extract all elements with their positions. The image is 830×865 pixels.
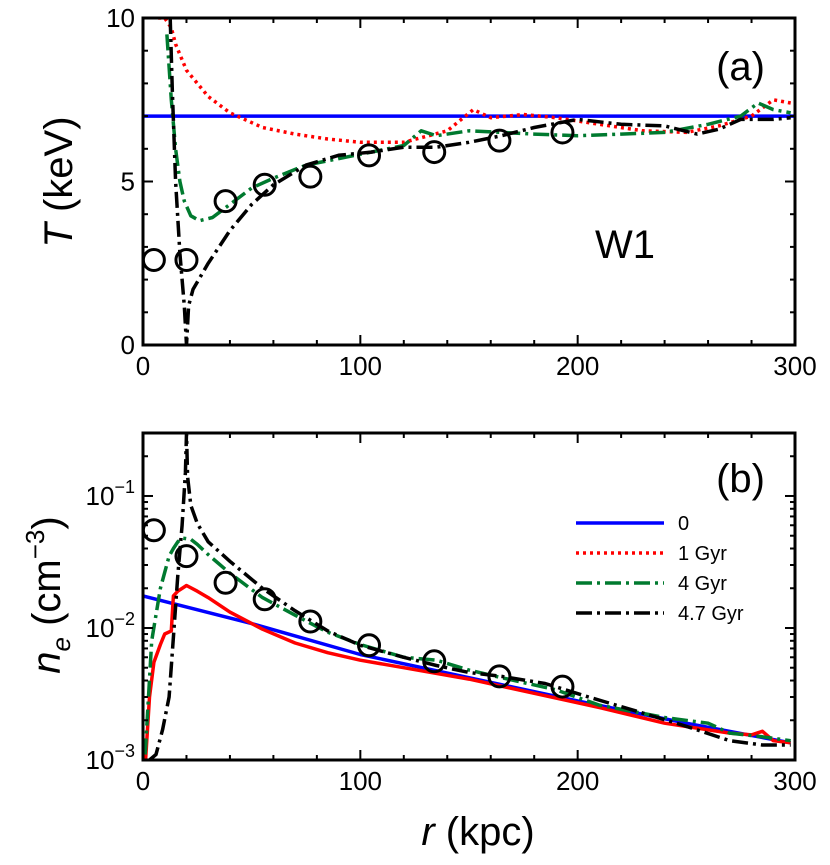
panel-a-ylabel-rest: (keV) [37,116,81,223]
panel-a-xtick-label: 200 [556,351,599,381]
panel-b-marker [357,633,382,658]
panel-a-frame [141,16,797,347]
panel-a-ytick-label: 5 [121,167,135,197]
panel-b-xlabel-symbol: r [421,810,436,854]
panel-a-marker [487,128,512,153]
panel-a-label: (a) [716,45,765,89]
panel-b-ylabel-close: ) [25,516,69,529]
panel-b-ylabel-n: n [25,651,69,673]
panel-a-marker [357,143,382,168]
panel-b-series-group [143,433,792,760]
panel-b-marker [298,609,323,634]
panel-b-xlabel-rest: (kpc) [435,810,535,854]
panel-b-xtick-label: 0 [136,766,150,796]
panel-a-marker [213,189,238,214]
panel-b-marker [550,674,575,699]
panel-a-ylabel-symbol: T [37,221,81,248]
legend-label-1: 1 Gyr [678,543,727,565]
panel-a-ytick-label: 0 [121,330,135,360]
panel-b-marker [252,587,277,612]
panel-a-ticks: 0 100 200 300 0 5 10 [106,3,817,381]
panel-b-label: (b) [716,457,765,501]
panel-b-marker [213,570,238,595]
panel-b-series-1 [143,583,791,760]
panel-b-xtick-label: 200 [556,766,599,796]
panel-b-ylabel-unit: (cm [25,559,69,637]
panel-b-ylabel-sup: −3 [20,530,50,560]
panel-a-marker [550,120,575,145]
panel-a-series-2 [165,34,792,223]
panel-b-marker [174,544,199,569]
panel-b-density: 0 100 200 300 10−3 10−2 10−1 (b) 0 1 Gyr 4 Gyr 4.… [20,431,817,854]
panel-b-series-3 [148,433,791,760]
panel-a-series-1 [158,18,792,145]
panel-b-series-2 [143,536,791,755]
panel-a-ytick-label: 10 [106,3,135,33]
legend-label-3: 4.7 Gyr [678,603,744,625]
panel-b-marker [422,649,447,674]
panel-b-legend: 0 1 Gyr 4 Gyr 4.7 Gyr [576,513,744,625]
panel-b-xtick-label: 300 [773,766,816,796]
panel-a-ylabel: T (keV) [37,116,81,247]
panel-a-marker [174,247,199,272]
panel-b-ytick-label: 10−2 [86,609,135,643]
panel-a-marker [143,247,166,272]
panel-a-marker [422,140,447,165]
panel-b-xtick-label: 100 [339,766,382,796]
panel-b-ytick-label: 10−1 [86,477,135,511]
panel-b-ylabel: ne (cm−3) [20,516,76,673]
panel-b-marker [143,518,166,543]
panel-b-ytick-label: 10−3 [86,741,135,775]
panel-a-annotation: W1 [595,223,655,267]
legend-label-0: 0 [678,513,689,535]
panel-a-marker [252,172,277,197]
panel-a-marker [298,164,323,189]
panel-b-xlabel: r (kpc) [421,810,534,854]
panel-b-marker [487,664,512,689]
panel-b-ylabel-sub: e [46,637,76,651]
panel-b-plot-area [143,433,792,760]
panel-b-frame [141,431,797,762]
legend-label-2: 4 Gyr [678,573,727,595]
panel-a-xtick-label: 300 [773,351,816,381]
panel-a-temperature: 0 100 200 300 0 5 10 (a) W1 T (keV) [37,3,817,381]
panel-a-xtick-label: 100 [339,351,382,381]
panel-a-plot-area [143,18,795,345]
panel-a-xtick-label: 0 [136,351,150,381]
panel-a-series-3 [168,18,791,345]
panel-a-series-group [143,18,795,345]
